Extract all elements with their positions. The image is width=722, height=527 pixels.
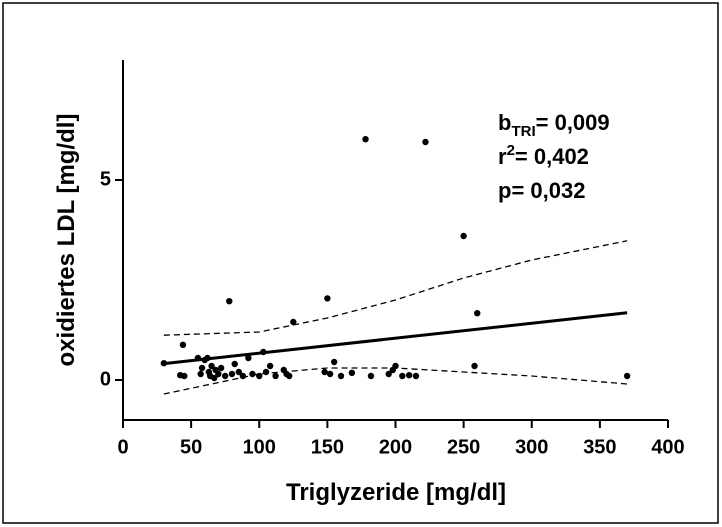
point xyxy=(286,372,293,380)
point xyxy=(262,368,270,376)
point xyxy=(337,372,345,380)
point xyxy=(211,374,218,382)
point xyxy=(324,295,331,302)
point xyxy=(217,364,225,372)
point xyxy=(181,372,188,380)
point xyxy=(266,362,274,370)
point xyxy=(367,372,375,380)
point xyxy=(226,298,233,305)
annotation-text: r xyxy=(498,144,507,169)
annotation-rest: = 0,402 xyxy=(515,144,589,169)
point xyxy=(228,370,236,378)
point xyxy=(272,372,279,380)
point xyxy=(239,372,247,380)
y-axis-label: oxidiertes LDL [mg/dl] xyxy=(53,114,80,367)
confidence-band-upper xyxy=(163,240,628,336)
annotation-sub: TRI xyxy=(511,123,535,140)
point xyxy=(471,362,478,370)
point xyxy=(235,368,243,376)
point xyxy=(249,370,256,378)
point xyxy=(208,362,215,370)
point xyxy=(326,370,334,378)
point xyxy=(362,136,369,143)
point xyxy=(623,372,631,380)
point xyxy=(405,372,413,379)
point xyxy=(321,368,328,376)
point xyxy=(460,232,467,240)
x-tick-label: 150 xyxy=(311,436,344,458)
y-tick-label: 0 xyxy=(100,368,111,390)
x-tick-label: 250 xyxy=(447,436,480,458)
x-tick-label: 400 xyxy=(651,436,684,458)
point xyxy=(221,372,229,380)
point xyxy=(290,318,297,326)
point xyxy=(198,364,206,372)
regression-line xyxy=(163,311,628,366)
x-tick-label: 300 xyxy=(515,436,548,458)
x-tick-label: 200 xyxy=(379,436,412,458)
point xyxy=(260,348,267,356)
point xyxy=(197,370,204,378)
point xyxy=(412,372,420,380)
annotation: r2= 0,402 xyxy=(498,142,589,169)
annotation: p= 0,032 xyxy=(498,178,585,203)
point xyxy=(256,372,263,380)
point xyxy=(179,341,187,348)
point xyxy=(422,138,429,146)
point xyxy=(474,310,481,317)
point xyxy=(215,370,222,378)
annotation-sup: 2 xyxy=(507,142,515,159)
x-tick-label: 350 xyxy=(583,436,616,458)
y-tick-label: 5 xyxy=(100,168,111,190)
x-axis-label: Triglyzeride [mg/dl] xyxy=(286,479,506,506)
annotation-text: b xyxy=(498,110,511,135)
point xyxy=(245,354,252,362)
point xyxy=(392,362,399,370)
x-tick-label: 100 xyxy=(243,436,276,458)
point xyxy=(330,358,338,366)
point xyxy=(385,370,392,378)
point xyxy=(194,354,202,362)
annotation: bTRI= 0,009 xyxy=(498,110,610,140)
point xyxy=(348,369,356,376)
point xyxy=(399,372,406,380)
annotation-rest: = 0,009 xyxy=(536,110,610,135)
x-tick-label: 0 xyxy=(117,436,128,458)
point xyxy=(160,360,168,367)
point xyxy=(231,360,238,368)
x-tick-label: 50 xyxy=(180,436,202,458)
point xyxy=(204,354,211,362)
